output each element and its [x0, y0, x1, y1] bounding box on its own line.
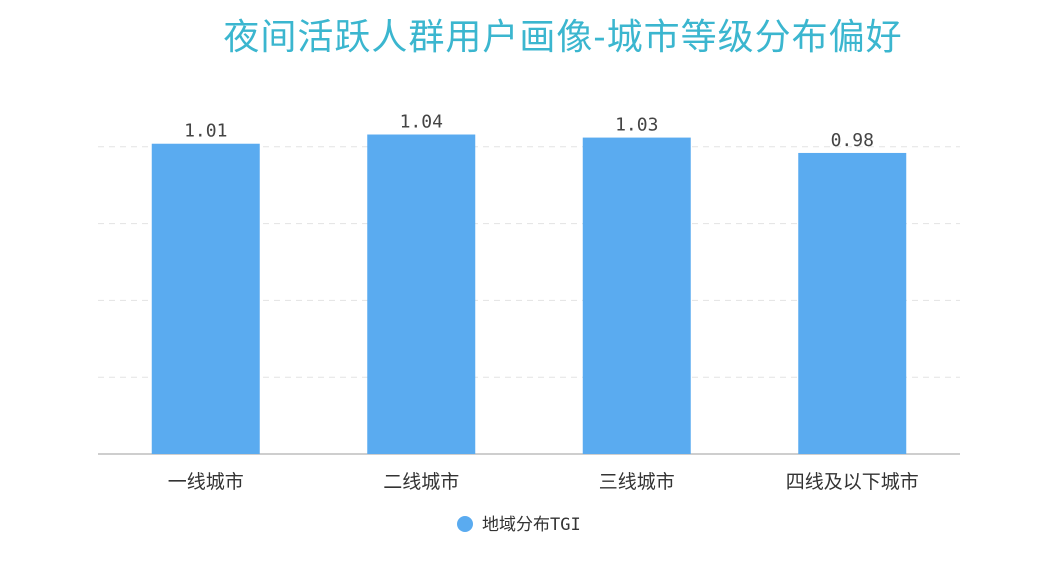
bars [151, 134, 907, 455]
category-labels: 一线城市 二线城市 三线城市 四线及以下城市 [168, 471, 919, 493]
data-label: 1.01 [184, 121, 227, 142]
legend: 地域分布TGI [457, 515, 581, 535]
x-tick-label: 三线城市 [599, 471, 675, 493]
bar [151, 143, 260, 454]
x-tick-label: 四线及以下城市 [786, 471, 919, 493]
legend-marker [457, 516, 473, 532]
data-label: 0.98 [831, 130, 874, 151]
bar [582, 137, 691, 455]
chart-title: 夜间活跃人群用户画像-城市等级分布偏好 [223, 17, 903, 58]
x-tick-label: 二线城市 [383, 471, 459, 493]
value-labels: 1.01 1.04 1.03 0.98 [184, 112, 874, 151]
bar [367, 134, 476, 454]
data-label: 1.03 [615, 115, 658, 136]
bar [798, 152, 907, 454]
data-label: 1.04 [400, 112, 443, 133]
x-tick-label: 一线城市 [168, 471, 244, 493]
legend-label: 地域分布TGI [482, 515, 581, 535]
